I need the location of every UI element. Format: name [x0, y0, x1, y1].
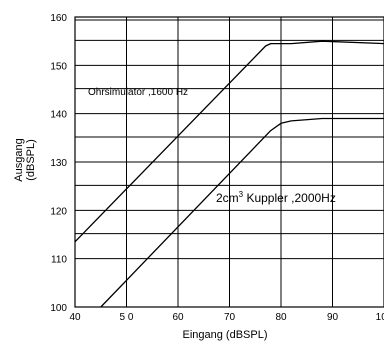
annotation-kuppler-superscript: 3: [239, 190, 244, 199]
y-tick-label: 150: [50, 61, 67, 72]
y-tick-label: 110: [51, 255, 67, 266]
y-tick-label: 120: [50, 206, 67, 217]
series-line-2: [100, 117, 384, 308]
series-line-1: [74, 40, 384, 243]
annotation-kuppler-prefix: 2cm: [216, 191, 239, 205]
series-lines: [74, 40, 384, 308]
x-tick-label: 40: [69, 312, 81, 323]
y-axis-label-line2: (dBSPL): [25, 139, 37, 181]
x-axis-label: Eingang (dBSPL): [183, 329, 268, 341]
y-tick-labels: 100 110 120 130 140 150 160: [50, 13, 67, 314]
y-tick-label: 160: [50, 13, 67, 24]
y-tick-label: 100: [50, 303, 67, 314]
annotation-kuppler: 2cm3 Kuppler ,2000Hz: [216, 190, 336, 205]
annotation-kuppler-suffix: Kuppler ,2000Hz: [243, 191, 336, 205]
x-tick-label: 60: [172, 312, 184, 323]
annotation-ohrsimulator: Ohrsimulator ,1600 Hz: [88, 87, 188, 98]
x-tick-labels: 40 5 0 60 70 80 90 100: [69, 312, 384, 323]
y-axis-label: Ausgang (dBSPL): [13, 138, 37, 181]
y-axis-label-line1: Ausgang: [13, 138, 25, 181]
x-tick-label: 90: [327, 312, 339, 323]
x-tick-label: 70: [224, 312, 236, 323]
x-tick-label: 100: [376, 312, 384, 323]
y-tick-label: 130: [50, 158, 67, 169]
x-tick-label: 80: [275, 312, 287, 323]
y-tick-label: 140: [50, 110, 67, 121]
grid-lines: [75, 17, 384, 307]
plot-frame: [74, 16, 384, 308]
x-tick-label: 5 0: [120, 312, 134, 323]
